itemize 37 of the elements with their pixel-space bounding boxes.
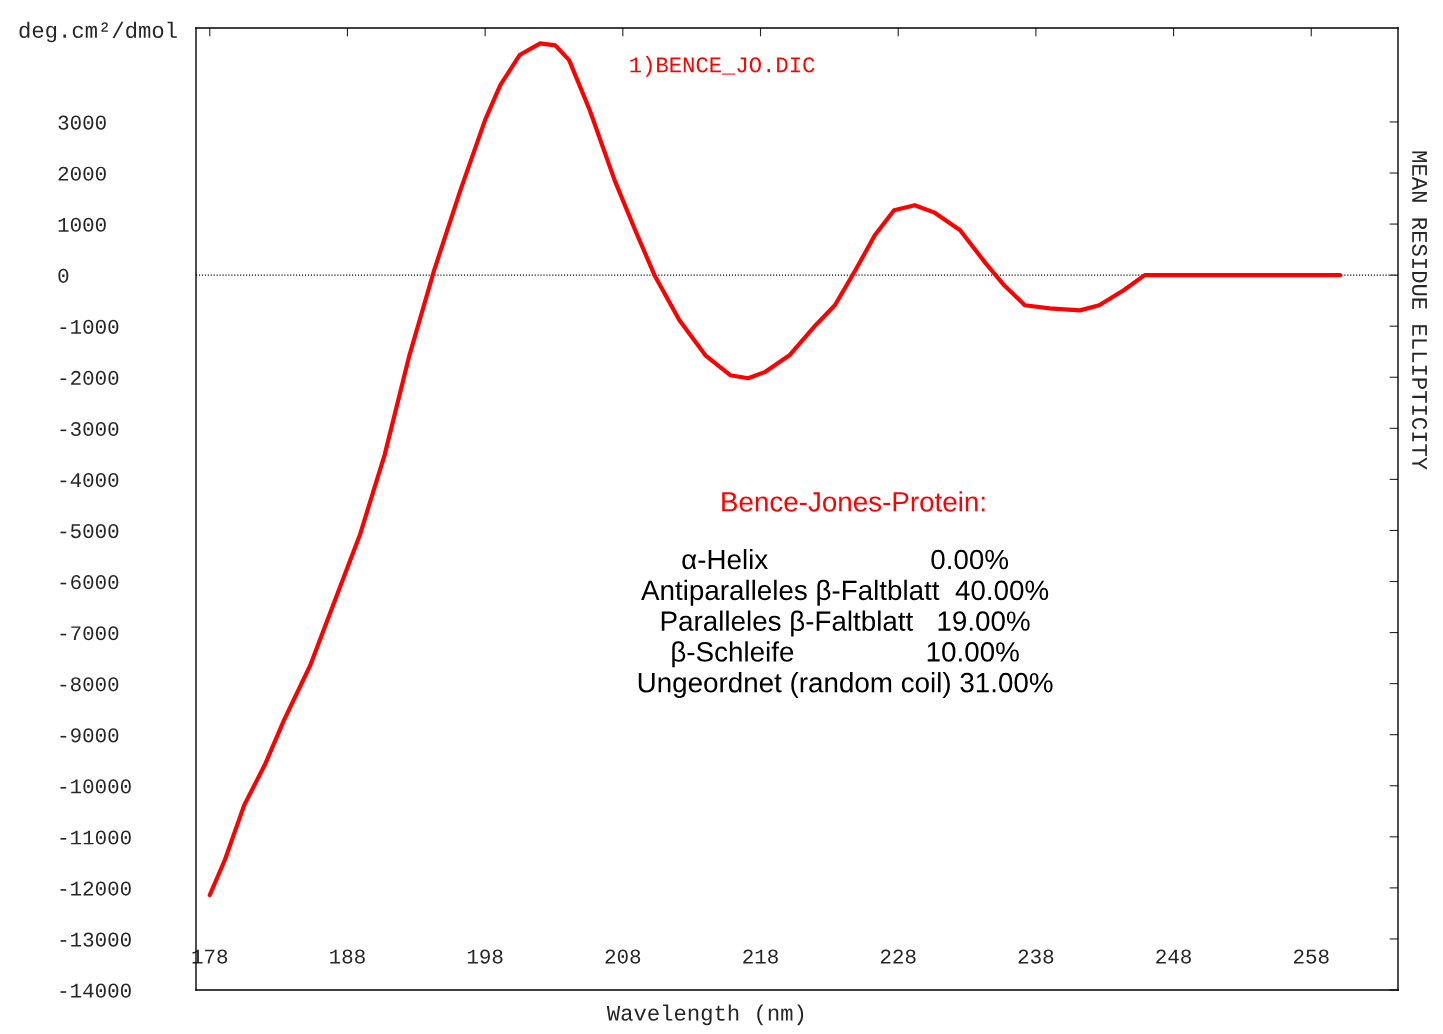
y2-axis-title: MEAN RESIDUE ELLIPTICITY xyxy=(1412,151,1428,470)
y-tick-label: 3000 xyxy=(58,115,106,130)
y-tick-label: -11000 xyxy=(60,830,131,845)
y-tick-label: -14000 xyxy=(60,983,131,998)
y-tick-label: -2000 xyxy=(60,370,119,386)
y-tick-label: -7000 xyxy=(60,626,119,641)
x-tick-label: 258 xyxy=(1293,949,1329,964)
annotation: Ungeordnet (random coil) 31.00% xyxy=(638,672,1053,698)
annotation: 1)BENCE_JO.DIC xyxy=(630,56,815,77)
x-tick-label: 188 xyxy=(330,949,365,964)
annotation: α-Helix 0.00% xyxy=(682,548,1009,570)
y-axis-title: deg.cm²/dmol xyxy=(19,21,177,43)
annotation: β-Schleife 10.00% xyxy=(672,641,1019,668)
annotation: Paralleles β-Faltblatt 19.00% xyxy=(661,610,1030,637)
y-tick-label: 1000 xyxy=(58,217,106,232)
x-tick-label: 238 xyxy=(1018,949,1054,964)
x-axis-title: Wavelength (nm) xyxy=(606,1004,804,1026)
x-tick-label: 228 xyxy=(880,949,916,964)
x-tick-label: 198 xyxy=(467,949,503,964)
y-tick-label: -12000 xyxy=(60,881,131,896)
y-tick-label: -1000 xyxy=(60,319,119,334)
y-tick-label: -3000 xyxy=(60,421,119,437)
x-tick-label: 248 xyxy=(1156,949,1191,964)
annotation: Bence-Jones-Protein: xyxy=(722,491,985,512)
y-tick-label: -6000 xyxy=(60,575,119,590)
y-tick-label: -9000 xyxy=(60,728,119,743)
y-tick-label: 2000 xyxy=(58,166,106,181)
line-series xyxy=(207,41,1343,898)
y-tick-label: -8000 xyxy=(60,677,119,692)
x-tick-label: 208 xyxy=(605,949,641,964)
y-tick-label: -13000 xyxy=(60,932,131,947)
x-tick-label: 218 xyxy=(743,949,778,964)
y-tick-label: -10000 xyxy=(60,779,131,794)
y-tick-label: -5000 xyxy=(60,524,119,539)
y-tick-label: 0 xyxy=(58,268,69,283)
y-tick-label: -4000 xyxy=(60,473,119,488)
annotation: Antiparalleles β-Faltblatt 40.00% xyxy=(641,579,1049,606)
